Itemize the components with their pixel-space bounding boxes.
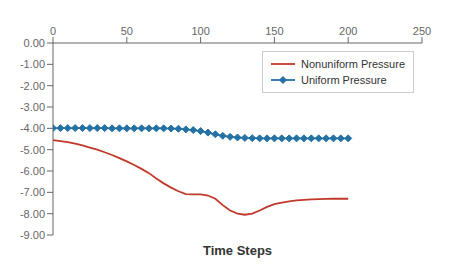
html-text:Uniform Pressure: Uniform Pressure: [301, 74, 387, 86]
svg-text:-5.00: -5.00: [20, 144, 45, 156]
svg-text:-7.00: -7.00: [20, 186, 45, 198]
svg-text:-9.00: -9.00: [20, 229, 45, 240]
svg-text:100: 100: [191, 25, 209, 37]
svg-text:-6.00: -6.00: [20, 165, 45, 177]
svg-text:-1.00: -1.00: [20, 58, 45, 70]
svg-text:50: 50: [121, 25, 133, 37]
svg-text:0: 0: [50, 25, 56, 37]
svg-text:-3.00: -3.00: [20, 101, 45, 113]
svg-text:0.00: 0.00: [24, 37, 45, 49]
svg-text:-8.00: -8.00: [20, 208, 45, 220]
svg-text:150: 150: [265, 25, 283, 37]
html-text:Nonuniform Pressure: Nonuniform Pressure: [301, 58, 405, 70]
svg-text:200: 200: [339, 25, 357, 37]
svg-text:-4.00: -4.00: [20, 122, 45, 134]
svg-text:250: 250: [413, 25, 431, 37]
html-text:Time Steps: Time Steps: [202, 243, 273, 258]
svg-text:-2.00: -2.00: [20, 80, 45, 92]
